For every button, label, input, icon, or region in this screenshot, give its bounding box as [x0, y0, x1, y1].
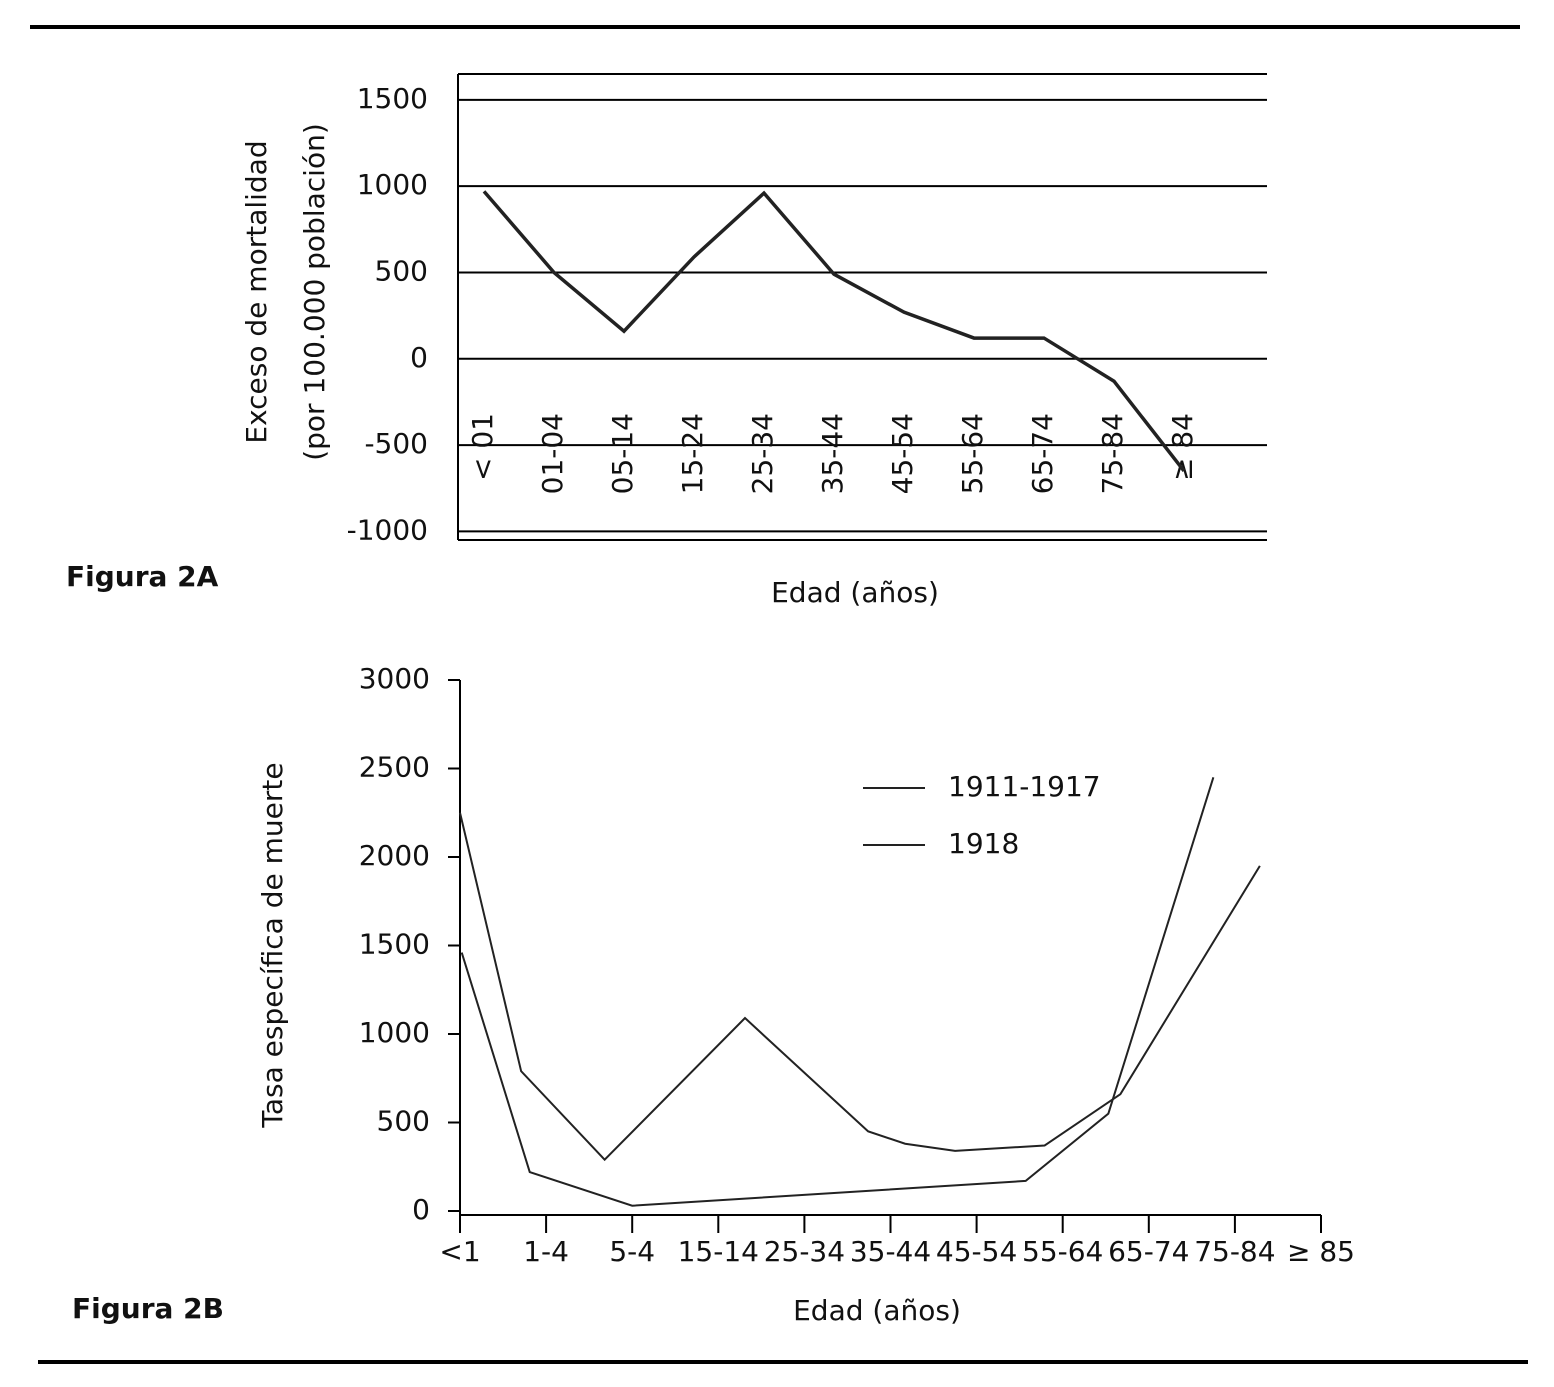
data-line — [459, 812, 1261, 1162]
x-tick-label: 55-64 — [956, 413, 989, 494]
y-tick-label: 2000 — [359, 839, 430, 872]
x-tick-label: 55-64 — [1022, 1235, 1103, 1268]
y-tick-label: 500 — [375, 254, 428, 287]
x-tick-label: 45-54 — [886, 413, 919, 494]
y-tick-label: 3000 — [359, 662, 430, 695]
legend-label: 1918 — [948, 827, 1019, 860]
x-tick-label: 15-24 — [676, 413, 709, 494]
x-tick-label: 25-34 — [764, 1235, 845, 1268]
x-tick-label: 25-34 — [746, 413, 779, 494]
x-tick-label: 35-44 — [850, 1235, 931, 1268]
x-tick-label: < 01 — [466, 413, 499, 481]
y-axis-title: (por 100.000 población) — [298, 123, 331, 461]
y-tick-label: 1500 — [357, 82, 428, 115]
x-tick-label: 15-14 — [678, 1235, 759, 1268]
figure-label: Figura 2A — [66, 560, 219, 593]
y-tick-label: 0 — [412, 1193, 430, 1226]
x-tick-label: ≥ 85 — [1287, 1235, 1355, 1268]
y-tick-label: 500 — [377, 1105, 430, 1138]
data-line — [482, 190, 1186, 473]
y-tick-label: 2500 — [359, 751, 430, 784]
x-tick-label: 5-4 — [609, 1235, 655, 1268]
x-tick-label: 05-14 — [606, 413, 639, 494]
x-tick-label: 75-84 — [1096, 413, 1129, 494]
y-tick-label: 1000 — [357, 168, 428, 201]
y-tick-label: -1000 — [347, 513, 428, 546]
y-tick-label: -500 — [364, 427, 428, 460]
x-axis-title: Edad (años) — [793, 1294, 961, 1327]
y-tick-label: 0 — [410, 341, 428, 374]
data-line — [460, 777, 1215, 1207]
y-tick-label: 1000 — [359, 1016, 430, 1049]
legend-label: 1911-1917 — [948, 770, 1101, 803]
y-axis-title: Exceso de mortalidad — [240, 140, 273, 443]
x-tick-label: 75-84 — [1194, 1235, 1275, 1268]
x-tick-label: 65-74 — [1108, 1235, 1189, 1268]
x-tick-label: <1 — [439, 1235, 480, 1268]
x-tick-label: 1-4 — [523, 1235, 569, 1268]
x-tick-label: 01-04 — [536, 413, 569, 494]
y-axis-title: Tasa específica de muerte — [256, 762, 289, 1128]
y-tick-label: 1500 — [359, 928, 430, 961]
x-axis-title: Edad (años) — [771, 576, 939, 609]
x-tick-label: 45-54 — [936, 1235, 1017, 1268]
x-tick-label: 35-44 — [816, 413, 849, 494]
figure-label: Figura 2B — [72, 1292, 224, 1325]
x-tick-label: 65-74 — [1026, 413, 1059, 494]
